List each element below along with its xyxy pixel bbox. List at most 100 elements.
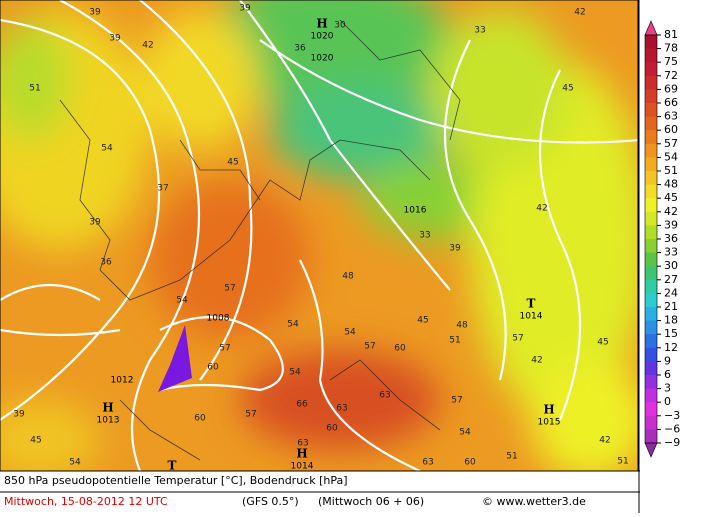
legend-tick-label: 30 [664,259,678,272]
legend-tick-label: 42 [664,205,678,218]
footer-credit: © www.wetter3.de [482,495,586,508]
legend-swatch [645,279,657,294]
pressure-value: 1020 [311,32,334,42]
contour-label: 42 [599,436,610,446]
legend-swatch [645,198,657,213]
legend-swatch [645,89,657,104]
legend-tick-label: 18 [664,314,678,327]
legend-swatch [645,402,657,417]
legend-swatch [645,415,657,430]
legend-tick-label: 69 [664,82,678,95]
contour-label: 42 [536,204,547,214]
contour-label: 51 [449,336,460,346]
contour-label: 60 [326,424,338,434]
contour-label: 54 [101,144,113,154]
legend-swatch [645,35,657,50]
footer-run: (Mittwoch 06 + 06) [318,495,424,508]
contour-label: 51 [29,84,40,94]
legend-swatch [645,239,657,254]
legend-tick-label: 48 [664,178,678,191]
legend-tick-label: 57 [664,137,678,150]
legend-tick-label: 81 [664,28,678,41]
contour-label: 57 [219,344,230,354]
contour-label: 48 [342,272,354,282]
contour-label: 45 [30,436,41,446]
pressure-symbol: H [543,403,554,417]
legend-tick-label: 15 [664,327,678,340]
contour-label: 54 [176,296,188,306]
legend-swatch [645,429,657,444]
legend-swatch [645,320,657,335]
contour-label: 39 [13,410,25,420]
legend-tick-label: 39 [664,218,678,231]
contour-label: 54 [459,428,471,438]
contour-label: 54 [287,320,299,330]
contour-label: 54 [69,458,81,468]
legend-swatch [645,157,657,172]
contour-label: 51 [617,457,628,467]
contour-label: 33 [474,26,485,36]
legend-tick-label: 21 [664,300,678,313]
contour-label: 39 [89,8,101,18]
contour-label: 54 [289,368,301,378]
contour-label: 60 [207,363,219,373]
footer-title: 850 hPa pseudopotentielle Temperatur [°C… [4,474,348,487]
legend-tick-label: 27 [664,273,678,286]
pressure-symbol: T [168,459,177,473]
legend-tick-label: 75 [664,55,678,68]
footer-date: Mittwoch, 15-08-2012 12 UTC [4,495,168,508]
legend-tick-label: 24 [664,286,678,299]
legend-tick-label: 54 [664,150,678,163]
contour-label: 63 [422,458,433,468]
contour-label: 48 [456,321,468,331]
legend-tick-label: 60 [664,123,678,136]
legend-tick-label: 3 [664,382,671,395]
pressure-value: 1014 [520,312,543,322]
contour-label: 36 [100,258,112,268]
legend-tick-label: 6 [664,368,671,381]
legend-swatch [645,266,657,281]
isobar-label: 1020 [311,54,334,64]
legend-tick-label: 63 [664,110,678,123]
legend-swatch [645,75,657,90]
legend-swatch [645,48,657,63]
contour-label: 63 [336,404,347,414]
pressure-value: 1013 [97,416,120,426]
map-field [0,0,638,471]
pressure-symbol: H [296,447,307,461]
contour-label: 36 [294,44,306,54]
contour-label: 39 [449,244,461,254]
legend-swatch [645,103,657,118]
contour-label: 37 [157,184,168,194]
legend-swatch [645,143,657,158]
contour-label: 42 [142,41,153,51]
contour-label: 45 [417,316,428,326]
pressure-value: 1015 [538,418,561,428]
legend-swatch [645,171,657,186]
legend-tick-label: 36 [664,232,678,245]
legend-tick-label: 33 [664,246,678,259]
footer-model: (GFS 0.5°) [242,495,299,508]
contour-label: 66 [296,400,308,410]
legend-cap [644,20,658,36]
contour-label: 54 [344,328,356,338]
legend-swatch [645,252,657,267]
legend-swatch [645,62,657,77]
contour-label: 33 [419,231,430,241]
legend-swatch [645,375,657,390]
contour-label: 45 [597,338,608,348]
legend-swatch [645,388,657,403]
contour-label: 57 [364,342,375,352]
legend-tick-label: 51 [664,164,678,177]
legend-swatch [645,225,657,240]
contour-label: 39 [239,4,251,14]
contour-label: 60 [194,414,206,424]
pressure-symbol: T [527,297,536,311]
contour-label: 57 [224,284,235,294]
contour-label: 45 [562,84,573,94]
legend-swatch [645,211,657,226]
legend-tick-label: 72 [664,69,678,82]
legend-swatch [645,347,657,362]
isobar-label: 1012 [111,376,134,386]
